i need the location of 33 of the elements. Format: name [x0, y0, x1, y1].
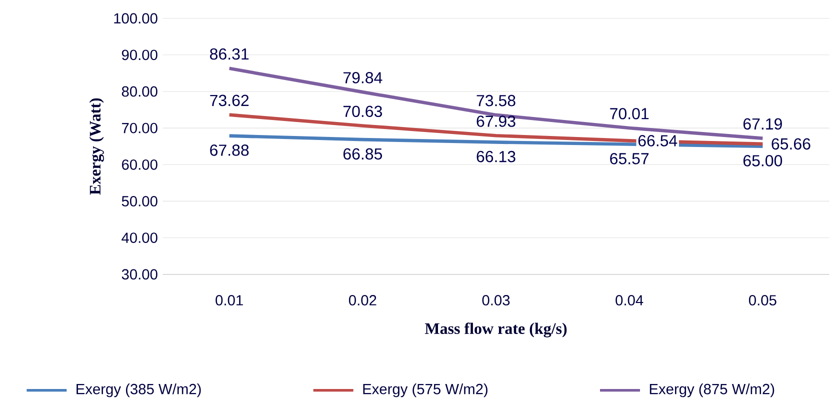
x-axis-title: Mass flow rate (kg/s)	[424, 322, 567, 338]
data-label: 79.84	[343, 72, 382, 84]
data-label: 66.13	[476, 150, 516, 162]
data-label: 67.88	[210, 144, 249, 156]
legend-label: Exergy (875 W/m2)	[650, 384, 774, 398]
x-tick-label: 0.04	[616, 295, 644, 306]
data-label: 70.01	[610, 108, 649, 120]
x-tick-label: 0.02	[348, 295, 376, 306]
y-tick-label: 90.00	[122, 50, 158, 60]
data-label: 73.58	[476, 94, 516, 106]
y-tick-label: 100.00	[114, 13, 158, 24]
data-label: 73.62	[210, 94, 249, 106]
legend-label: Exergy (385 W/m2)	[76, 384, 201, 398]
legend-label: Exergy (575 W/m2)	[363, 384, 488, 398]
data-label: 66.54	[638, 135, 678, 146]
x-tick-label: 0.01	[216, 295, 243, 306]
data-label: 66.85	[343, 148, 382, 160]
y-tick-label: 50.00	[122, 196, 158, 206]
data-label: 67.93	[476, 116, 516, 127]
y-tick-label: 70.00	[122, 122, 158, 134]
y-tick-label: 80.00	[122, 86, 158, 97]
data-label: 65.57	[610, 152, 649, 164]
data-label: 65.00	[743, 155, 782, 166]
data-label: 86.31	[210, 48, 249, 60]
y-tick-label: 40.00	[122, 232, 158, 243]
data-label: 67.19	[743, 118, 782, 130]
x-tick-label: 0.03	[482, 295, 510, 306]
y-axis-title: Exergy (Watt)	[89, 98, 104, 195]
x-tick-label: 0.05	[748, 295, 776, 306]
y-tick-label: 60.00	[122, 159, 158, 170]
y-tick-label: 30.00	[122, 269, 158, 280]
data-label: 70.63	[343, 106, 382, 118]
data-label: 65.66	[772, 138, 810, 150]
